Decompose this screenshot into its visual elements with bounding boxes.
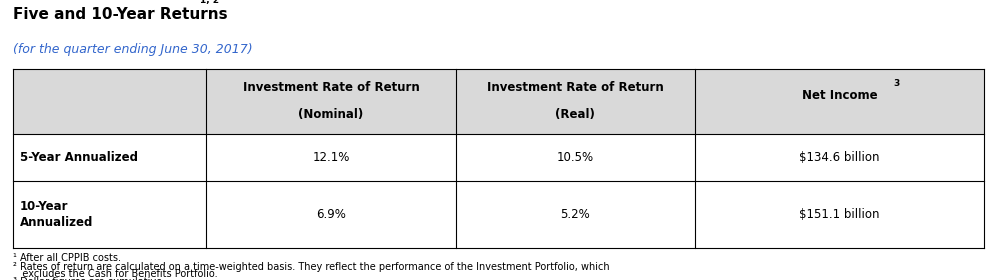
- Text: 5.2%: 5.2%: [560, 208, 590, 221]
- Text: (Real): (Real): [555, 108, 595, 121]
- Text: $134.6 billion: $134.6 billion: [800, 151, 879, 164]
- Text: 5-Year Annualized: 5-Year Annualized: [20, 151, 138, 164]
- Text: 1, 2: 1, 2: [200, 0, 219, 5]
- Bar: [13, 181, 984, 248]
- Text: 12.1%: 12.1%: [312, 151, 350, 164]
- Text: Net Income: Net Income: [802, 89, 877, 102]
- Text: $151.1 billion: $151.1 billion: [800, 208, 879, 221]
- Text: 10-Year
Annualized: 10-Year Annualized: [20, 200, 94, 229]
- Text: (Nominal): (Nominal): [298, 108, 364, 121]
- Bar: [13, 134, 984, 181]
- Bar: [13, 69, 984, 134]
- Text: 10.5%: 10.5%: [556, 151, 594, 164]
- Text: ³ Dollar figures are cumulative.: ³ Dollar figures are cumulative.: [13, 277, 166, 280]
- Text: excludes the Cash for Benefits Portfolio.: excludes the Cash for Benefits Portfolio…: [13, 269, 217, 279]
- Text: 3: 3: [893, 79, 899, 88]
- Text: ² Rates of return are calculated on a time-weighted basis. They reflect the perf: ² Rates of return are calculated on a ti…: [13, 262, 609, 272]
- Text: 6.9%: 6.9%: [316, 208, 346, 221]
- Text: ¹ After all CPPIB costs.: ¹ After all CPPIB costs.: [13, 253, 121, 263]
- Text: (for the quarter ending June 30, 2017): (for the quarter ending June 30, 2017): [13, 43, 252, 56]
- Text: Investment Rate of Return: Investment Rate of Return: [487, 81, 664, 94]
- Text: Five and 10-Year Returns: Five and 10-Year Returns: [13, 7, 227, 22]
- Text: Investment Rate of Return: Investment Rate of Return: [242, 81, 420, 94]
